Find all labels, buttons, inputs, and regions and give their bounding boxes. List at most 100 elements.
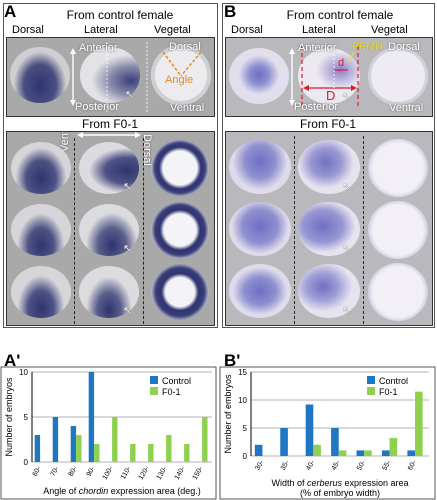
angle-annotation — [70, 42, 202, 112]
embryo-dorsal — [229, 202, 291, 256]
x-tick-label: 40- — [305, 459, 316, 472]
legend-swatch — [150, 387, 158, 395]
chart-frame — [0, 366, 217, 500]
arrow-icon: ↖ — [125, 89, 135, 101]
panel-b-control-header: From control female — [286, 8, 394, 22]
arrow-icon: ↖ — [123, 243, 133, 255]
bar-f0-1 — [76, 435, 82, 462]
bar-f0-1 — [202, 417, 208, 462]
panel-b-pfmh: PFMH — [352, 41, 384, 53]
x-tick-label: 130- — [156, 465, 169, 481]
panel-a-frame — [3, 3, 218, 328]
bar-f0-1 — [112, 417, 118, 462]
y-tick-label: 15 — [238, 368, 247, 377]
panel-b-f0-photo: ↖ ↖ ↖ — [225, 131, 433, 326]
f0-arrow-annotation — [77, 132, 141, 138]
panel-a-anterior: Anterior — [79, 42, 118, 54]
panel-a-control-photo: Anterior Posterior Dorsal Angle Ventral … — [6, 37, 215, 117]
x-tick-label: 80- — [68, 465, 79, 478]
embryo-vegetal — [368, 263, 428, 321]
embryo-lateral — [298, 140, 360, 194]
bar-control — [34, 435, 41, 462]
embryo-dorsal — [11, 204, 71, 256]
panel-a-prime-label: A' — [4, 351, 21, 370]
measurement-annotation — [289, 46, 359, 108]
y-tick-label: 10 — [238, 396, 247, 405]
y-tick-label: 5 — [243, 424, 248, 433]
embryo-lateral — [79, 266, 139, 318]
embryo-vegetal — [368, 139, 428, 197]
embryo-dorsal — [229, 140, 291, 194]
arrow-icon: ↖ — [123, 181, 133, 193]
panel-b-dorsal: Dorsal — [388, 41, 420, 53]
legend-swatch — [367, 376, 375, 384]
divider-line — [294, 136, 295, 324]
legend-swatch — [150, 376, 158, 384]
bar-control — [52, 417, 59, 462]
panel-b-label: B — [224, 2, 237, 21]
arrow-icon: ↖ — [342, 305, 352, 317]
panel-b-d-big: D — [326, 88, 336, 103]
panel-b-ventral: Ventral — [389, 102, 424, 114]
panel-a-label: A — [4, 2, 17, 21]
embryo-vegetal — [151, 264, 209, 320]
y-tick-label: 0 — [243, 452, 248, 461]
x-axis-label-line2: (% of embryo width) — [300, 488, 380, 498]
bar-control — [381, 450, 390, 456]
legend-swatch — [367, 387, 375, 395]
embryo-vegetal — [368, 201, 428, 259]
legend-label: Control — [379, 376, 408, 386]
bar-control — [88, 372, 95, 462]
divider-line — [363, 136, 364, 324]
embryo-lateral — [79, 142, 139, 194]
x-tick-label: 35- — [280, 459, 291, 472]
y-tick-label: 10 — [19, 368, 28, 377]
x-axis-label: Angle of chordin expression area (deg.) — [43, 486, 201, 496]
embryo-vegetal — [368, 47, 428, 105]
panel-a-angle: Angle — [165, 74, 194, 86]
x-tick-label: 55- — [381, 459, 392, 472]
x-tick-label: 150- — [192, 465, 205, 481]
panel-a-ventral: Ventral — [170, 102, 205, 114]
bar-control — [305, 404, 314, 456]
x-tick-label: 60- — [407, 459, 418, 472]
panel-b-view-dorsal: Dorsal — [231, 24, 263, 36]
embryo-dorsal — [11, 266, 71, 318]
x-tick-label: 90- — [86, 465, 97, 478]
bar-f0-1 — [148, 444, 154, 462]
embryo-vegetal — [151, 202, 209, 258]
y-tick-label: 0 — [24, 458, 29, 467]
arrow-icon: ↖ — [123, 305, 133, 317]
panel-a-f0-photo: Ventral Dorsal ↖ ↖ ↖ — [6, 131, 215, 326]
panel-a-posterior: Posterior — [75, 101, 120, 113]
embryo-dorsal — [11, 142, 71, 194]
panel-b-view-lateral: Lateral — [302, 24, 336, 36]
panel-b-posterior: Posterior — [294, 101, 339, 113]
embryo-lateral — [298, 202, 360, 256]
panel-a-view-dorsal: Dorsal — [12, 24, 44, 36]
embryo-lateral — [79, 204, 139, 256]
bar-control — [407, 450, 416, 456]
legend-label: Control — [162, 376, 191, 386]
panel-a-view-lateral: Lateral — [84, 24, 118, 36]
bar-control — [331, 428, 339, 456]
panel-b-view-vegetal: Vegetal — [371, 24, 408, 36]
chart-a-prime: 0 5 10 60- 70- 80- 90- 100- 110- 120- 130- 140- 150-… — [0, 366, 217, 500]
x-tick-label: 120- — [138, 465, 151, 481]
embryo-dorsal — [229, 264, 291, 318]
panel-b-frame — [222, 3, 435, 328]
embryo-lateral — [298, 48, 360, 104]
panel-a-dorsal: Dorsal — [169, 41, 201, 53]
bar-f0-1 — [166, 435, 172, 462]
panel-b-prime-label: B' — [224, 351, 241, 370]
x-tick-label: 100- — [102, 465, 115, 481]
x-tick-label: 110- — [120, 465, 133, 481]
bar-f0-1 — [338, 450, 347, 456]
panel-a-f0-header: From F0-1 — [81, 117, 138, 131]
x-tick-label: 50- — [356, 459, 367, 472]
bar-control — [356, 450, 365, 456]
x-tick-label: 60- — [32, 465, 43, 478]
divider-line — [74, 138, 75, 324]
x-tick-label: 70- — [50, 465, 61, 478]
panel-b-control-photo: Anterior Posterior PFMH d D Dorsal Ventr… — [225, 37, 433, 117]
